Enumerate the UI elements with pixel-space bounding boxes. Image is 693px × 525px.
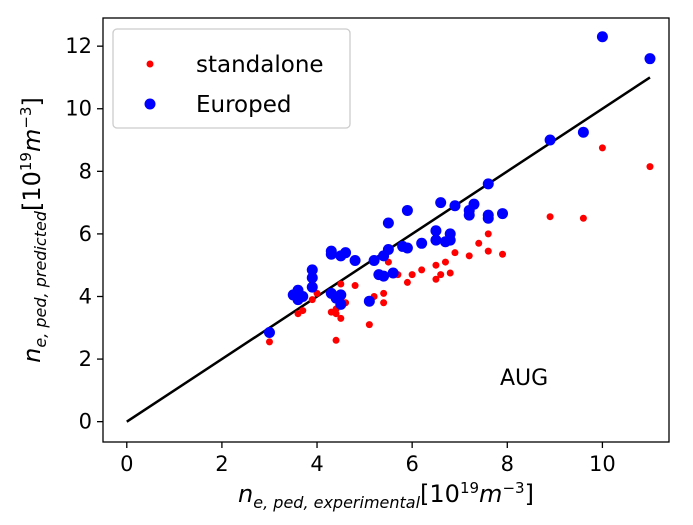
point-europed — [297, 290, 309, 302]
point-europed — [544, 134, 556, 146]
x-tick-label: 0 — [120, 452, 133, 476]
point-standalone — [432, 275, 440, 283]
point-standalone — [499, 250, 507, 258]
x-tick-label: 8 — [501, 452, 514, 476]
point-standalone — [308, 296, 316, 304]
point-standalone — [265, 338, 273, 346]
point-europed — [306, 264, 318, 276]
point-standalone — [484, 230, 492, 238]
point-standalone — [451, 249, 459, 257]
point-standalone — [441, 258, 449, 266]
point-standalone — [365, 321, 373, 329]
point-europed — [644, 53, 656, 65]
point-europed — [335, 298, 347, 310]
point-europed — [482, 209, 494, 221]
point-standalone — [403, 278, 411, 286]
point-standalone — [579, 214, 587, 222]
legend-marker-europed — [144, 98, 156, 110]
y-tick-label: 8 — [79, 159, 92, 183]
points-layer — [263, 31, 656, 346]
point-standalone — [332, 336, 340, 344]
point-europed — [306, 272, 318, 284]
point-standalone — [475, 239, 483, 247]
legend-label-standalone: standalone — [196, 52, 324, 78]
point-europed — [497, 208, 509, 220]
point-standalone — [408, 271, 416, 279]
ticks-layer: 0 2 4 6 8 10 0 2 4 6 8 10 12 — [65, 34, 616, 476]
point-europed — [468, 198, 480, 210]
legend-label-europed: Europed — [196, 92, 291, 118]
point-europed — [596, 31, 608, 43]
x-tick-label: 6 — [405, 452, 418, 476]
point-standalone — [546, 213, 554, 221]
point-europed — [340, 247, 352, 259]
point-europed — [335, 289, 347, 301]
point-europed — [444, 234, 456, 246]
y-tick-label: 2 — [79, 347, 92, 371]
point-standalone — [380, 289, 388, 297]
point-standalone — [351, 282, 359, 290]
point-standalone — [465, 252, 473, 260]
point-standalone — [432, 261, 440, 269]
point-europed — [401, 242, 413, 254]
point-europed — [325, 245, 337, 257]
point-standalone — [484, 247, 492, 255]
point-europed — [382, 217, 394, 229]
plot-frame — [102, 17, 670, 443]
point-europed — [449, 200, 461, 212]
point-standalone — [446, 269, 454, 277]
y-tick-label: 0 — [79, 410, 92, 434]
y-axis-label: ne, ped, predicted[1019m−3] — [17, 97, 50, 363]
point-europed — [430, 225, 442, 237]
x-tick-label: 2 — [215, 452, 228, 476]
point-europed — [363, 295, 375, 307]
point-europed — [306, 281, 318, 293]
y-tick-label: 10 — [65, 97, 92, 121]
legend: standalone Europed — [112, 28, 351, 129]
y-tick-label: 12 — [65, 34, 92, 58]
point-standalone — [299, 307, 307, 315]
y-tick-label: 6 — [79, 222, 92, 246]
x-tick-label: 4 — [310, 452, 323, 476]
point-standalone — [418, 266, 426, 274]
x-axis-label: ne, ped, experimental[1019m−3] — [238, 479, 534, 512]
legend-marker-standalone — [146, 60, 154, 68]
point-europed — [435, 197, 447, 209]
point-europed — [401, 204, 413, 216]
point-europed — [349, 255, 361, 267]
point-europed — [378, 270, 390, 282]
point-standalone — [337, 280, 345, 288]
point-europed — [382, 244, 394, 256]
point-standalone — [646, 163, 654, 171]
y-tick-label: 4 — [79, 284, 92, 308]
legend-box — [112, 28, 351, 129]
point-europed — [577, 126, 589, 138]
annotation-aug: AUG — [500, 366, 548, 391]
x-tick-label: 10 — [589, 452, 616, 476]
point-standalone — [380, 299, 388, 307]
point-europed — [263, 326, 275, 338]
point-europed — [368, 255, 380, 267]
point-europed — [430, 234, 442, 246]
point-standalone — [598, 144, 606, 152]
point-europed — [416, 237, 428, 249]
point-standalone — [337, 314, 345, 322]
point-europed — [387, 267, 399, 279]
point-europed — [482, 178, 494, 190]
point-standalone — [437, 271, 445, 279]
